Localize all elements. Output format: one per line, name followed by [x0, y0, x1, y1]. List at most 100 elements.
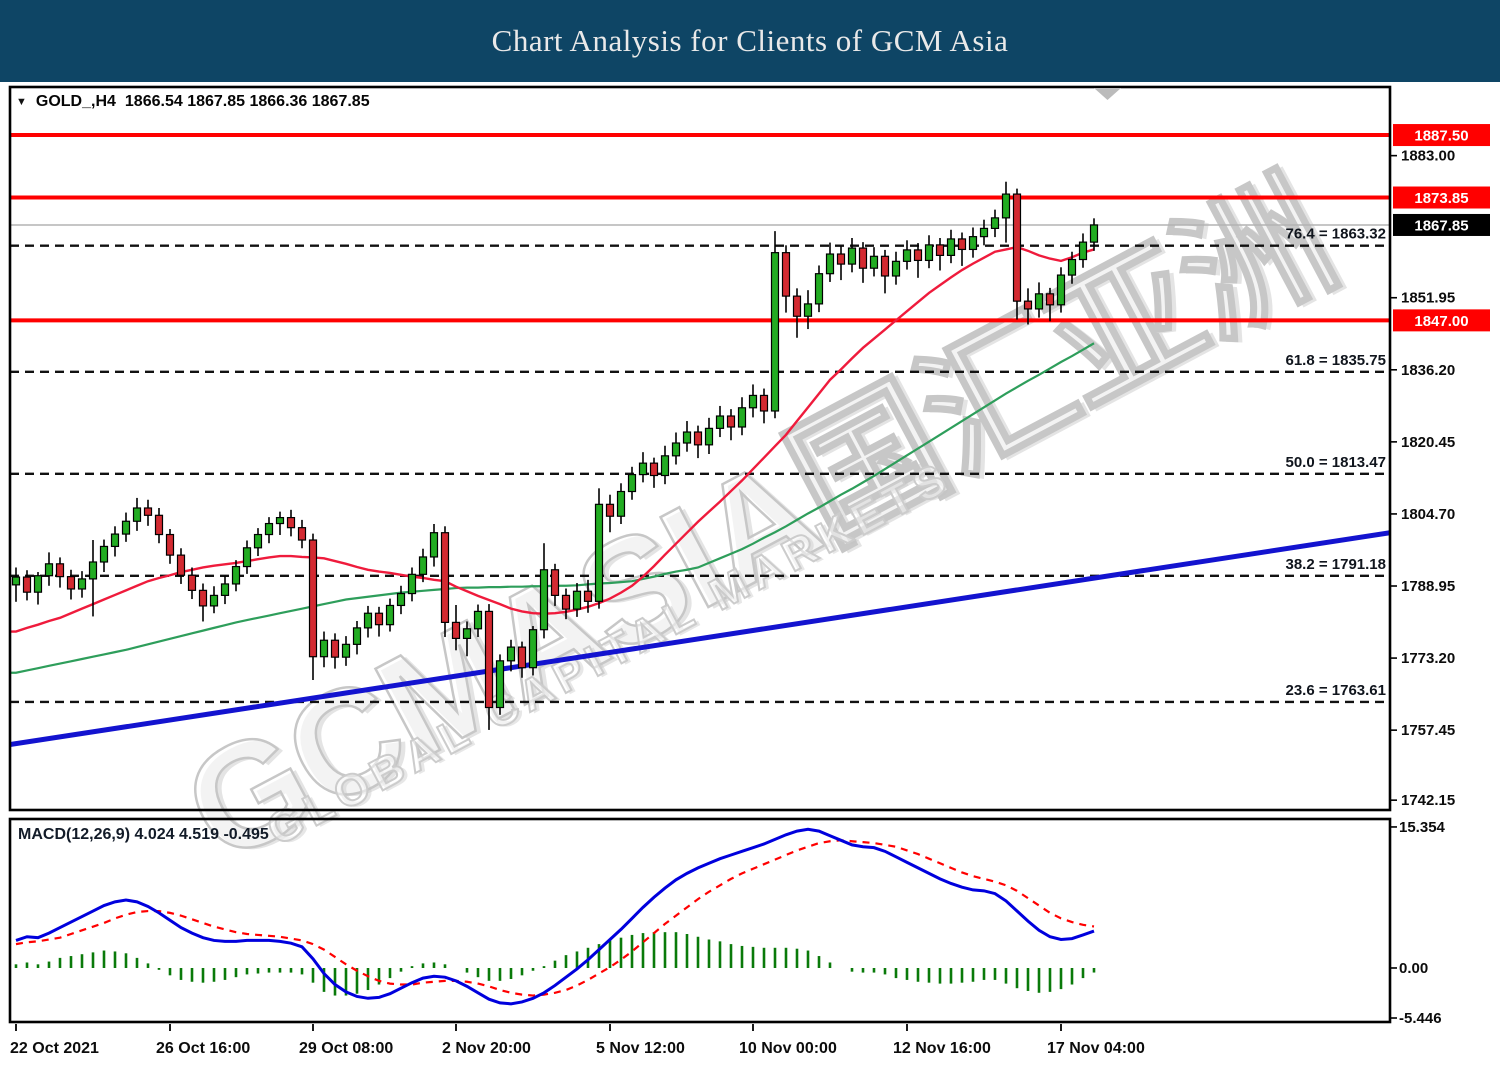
candle-bull: [539, 569, 549, 631]
candle-bull: [220, 583, 230, 596]
candle-bear: [297, 527, 307, 541]
candle-bear: [913, 249, 923, 262]
fib-level-label-38.2: 38.2 = 1791.18: [1285, 556, 1386, 573]
macd-panel-border: [8, 817, 1392, 1024]
candle-bull: [770, 252, 780, 412]
candle-bear: [550, 569, 560, 596]
candle-bull: [715, 415, 725, 429]
fib-level-label-23.6: 23.6 = 1763.61: [1285, 682, 1386, 699]
candle-bull: [319, 639, 329, 658]
candle-bear: [858, 247, 868, 269]
price-axis-tick-label: 1851.95: [1401, 290, 1455, 307]
candle-bull: [264, 522, 274, 536]
candle-bull: [99, 545, 109, 563]
macd-indicator-label: MACD(12,26,9) 4.024 4.519 -0.495: [18, 826, 269, 843]
ma-slow-line: [10, 342, 1095, 674]
candle-bear: [561, 594, 571, 610]
candle-bull: [418, 556, 428, 575]
candle-bull: [396, 592, 406, 607]
candle-bull: [902, 249, 912, 262]
candle-bull: [44, 563, 54, 577]
candle-bull: [638, 462, 648, 476]
price-axis-tick-label: 1804.70: [1401, 506, 1455, 523]
candle-bull: [253, 533, 263, 549]
candle-bear: [374, 612, 384, 626]
time-axis-label: 2 Nov 20:00: [442, 1040, 531, 1057]
candle-bull: [594, 503, 604, 602]
candle-bull: [1078, 241, 1088, 261]
price-axis-tick-label: 1757.45: [1401, 722, 1455, 739]
resistance-price-tag: [1393, 309, 1490, 332]
candle-bear: [605, 503, 615, 517]
fib-level-label-76.4: 76.4 = 1863.32: [1285, 226, 1386, 243]
candle-bull: [968, 236, 978, 251]
candle-bear: [781, 252, 791, 297]
candle-bull: [1001, 193, 1011, 219]
candle-bear: [1012, 193, 1022, 302]
candle-bull: [242, 547, 252, 568]
candle-bull: [429, 532, 439, 558]
candle-bear: [517, 646, 527, 669]
ma-fast-line: [10, 245, 1095, 633]
macd-axis-tick-label: 0.00: [1399, 960, 1428, 977]
resistance-price-tag: [1393, 124, 1490, 147]
candle-bull: [121, 520, 131, 535]
candle-bear: [330, 639, 340, 658]
price-axis-tick-label: 1836.20: [1401, 362, 1455, 379]
page-title: Chart Analysis for Clients of GCM Asia: [491, 23, 1009, 58]
candle-bull: [363, 612, 373, 629]
candle-bear: [726, 415, 736, 428]
candle-bull: [407, 573, 417, 595]
candle-bull: [495, 660, 505, 709]
candle-bear: [22, 576, 32, 593]
resistance-price-tag-label: 1887.50: [1414, 128, 1468, 145]
price-axis-tick-label: 1788.95: [1401, 578, 1455, 595]
candle-bull: [814, 273, 824, 305]
candle-bull: [891, 260, 901, 277]
candle-bear: [440, 532, 450, 623]
candle-bull: [209, 594, 219, 607]
candle-bull: [132, 507, 142, 522]
candle-bull: [803, 303, 813, 317]
candle-bull: [33, 575, 43, 593]
candle-bull: [671, 442, 681, 457]
fib-level-label-50.0: 50.0 = 1813.47: [1285, 454, 1386, 471]
candle-bear: [165, 533, 175, 556]
main-panel-border: [8, 85, 1392, 812]
candle-bull: [352, 627, 362, 645]
candle-bull: [462, 628, 472, 640]
candle-bear: [957, 238, 967, 251]
candle-bear: [1023, 300, 1033, 310]
candle-bull: [748, 394, 758, 409]
main-plot-group: [10, 133, 1390, 748]
candle-bull: [616, 490, 626, 517]
trendline: [10, 530, 1390, 748]
candle-bear: [187, 574, 197, 591]
candle-bear: [143, 507, 153, 516]
candle-bull: [110, 533, 120, 548]
time-axis-label: 12 Nov 16:00: [893, 1040, 991, 1057]
candle-bull: [473, 610, 483, 630]
candle-bull: [231, 565, 241, 585]
candle-bull: [704, 427, 714, 446]
candle-bear: [649, 462, 659, 477]
candle-bear: [451, 621, 461, 640]
macd-main-line: [15, 827, 1095, 1006]
candle-bull: [275, 516, 285, 525]
symbol-dropdown-icon[interactable]: ▼: [16, 96, 27, 108]
candle-bull: [737, 407, 747, 428]
candle-bull: [946, 238, 956, 256]
candle-bull: [924, 244, 934, 262]
candle-bull: [825, 253, 835, 275]
title-bar: Chart Analysis for Clients of GCM Asia: [0, 0, 1500, 82]
candle-bull: [979, 227, 989, 238]
candle-bull: [627, 473, 637, 493]
candle-bear: [583, 590, 593, 602]
candle-bear: [198, 589, 208, 607]
time-axis-label: 17 Nov 04:00: [1047, 1040, 1145, 1057]
symbol-ohlc-values: 1866.54 1867.85 1866.36 1867.85: [124, 93, 370, 110]
symbol-name: GOLD_,H4: [35, 93, 116, 110]
candle-bull: [682, 431, 692, 444]
